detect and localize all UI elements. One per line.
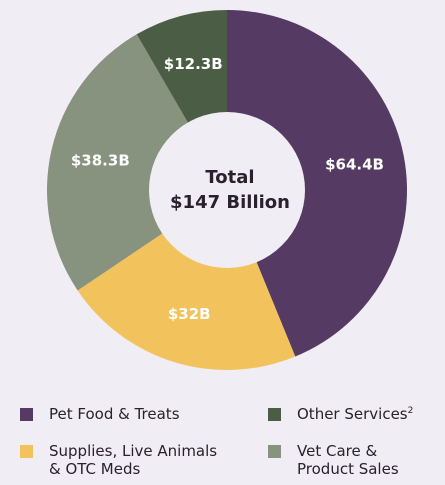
value-label: $32B	[168, 305, 211, 323]
legend-text: Other Services2	[297, 405, 445, 423]
value-label: $38.3B	[71, 151, 130, 169]
legend-text: Pet Food & Treats	[49, 405, 239, 423]
chart: Total $147 Billion $64.4B $32B $38.3B $12.3…	[46, 10, 408, 370]
legend-swatch	[268, 408, 281, 421]
legend-text: Supplies, Live Animals & OTC Meds	[49, 442, 219, 478]
center-title: Total	[205, 167, 254, 188]
legend-text: Vet Care & Product Sales	[297, 442, 437, 478]
legend-item: Vet Care & Product Sales	[268, 442, 437, 478]
legend-label: Other Services	[297, 405, 408, 423]
legend-label: Pet Food & Treats	[49, 405, 180, 423]
legend-label: Supplies, Live Animals & OTC Meds	[49, 442, 218, 478]
legend-swatch	[20, 408, 33, 421]
center-subtitle: $147 Billion	[170, 192, 290, 213]
slice	[227, 10, 408, 357]
donut-hole	[149, 112, 305, 268]
footnote-mark: 2	[407, 406, 414, 416]
legend: Pet Food & Treats Supplies, Live Animals …	[0, 405, 445, 485]
legend-swatch	[20, 445, 33, 458]
legend-item: Supplies, Live Animals & OTC Meds	[20, 442, 219, 478]
value-label: $64.4B	[325, 155, 384, 173]
legend-label: Vet Care & Product Sales	[297, 442, 399, 478]
legend-item: Other Services2	[268, 405, 445, 423]
legend-item: Pet Food & Treats	[20, 405, 239, 423]
value-label: $12.3B	[164, 55, 223, 73]
legend-swatch	[268, 445, 281, 458]
slice	[46, 34, 227, 291]
